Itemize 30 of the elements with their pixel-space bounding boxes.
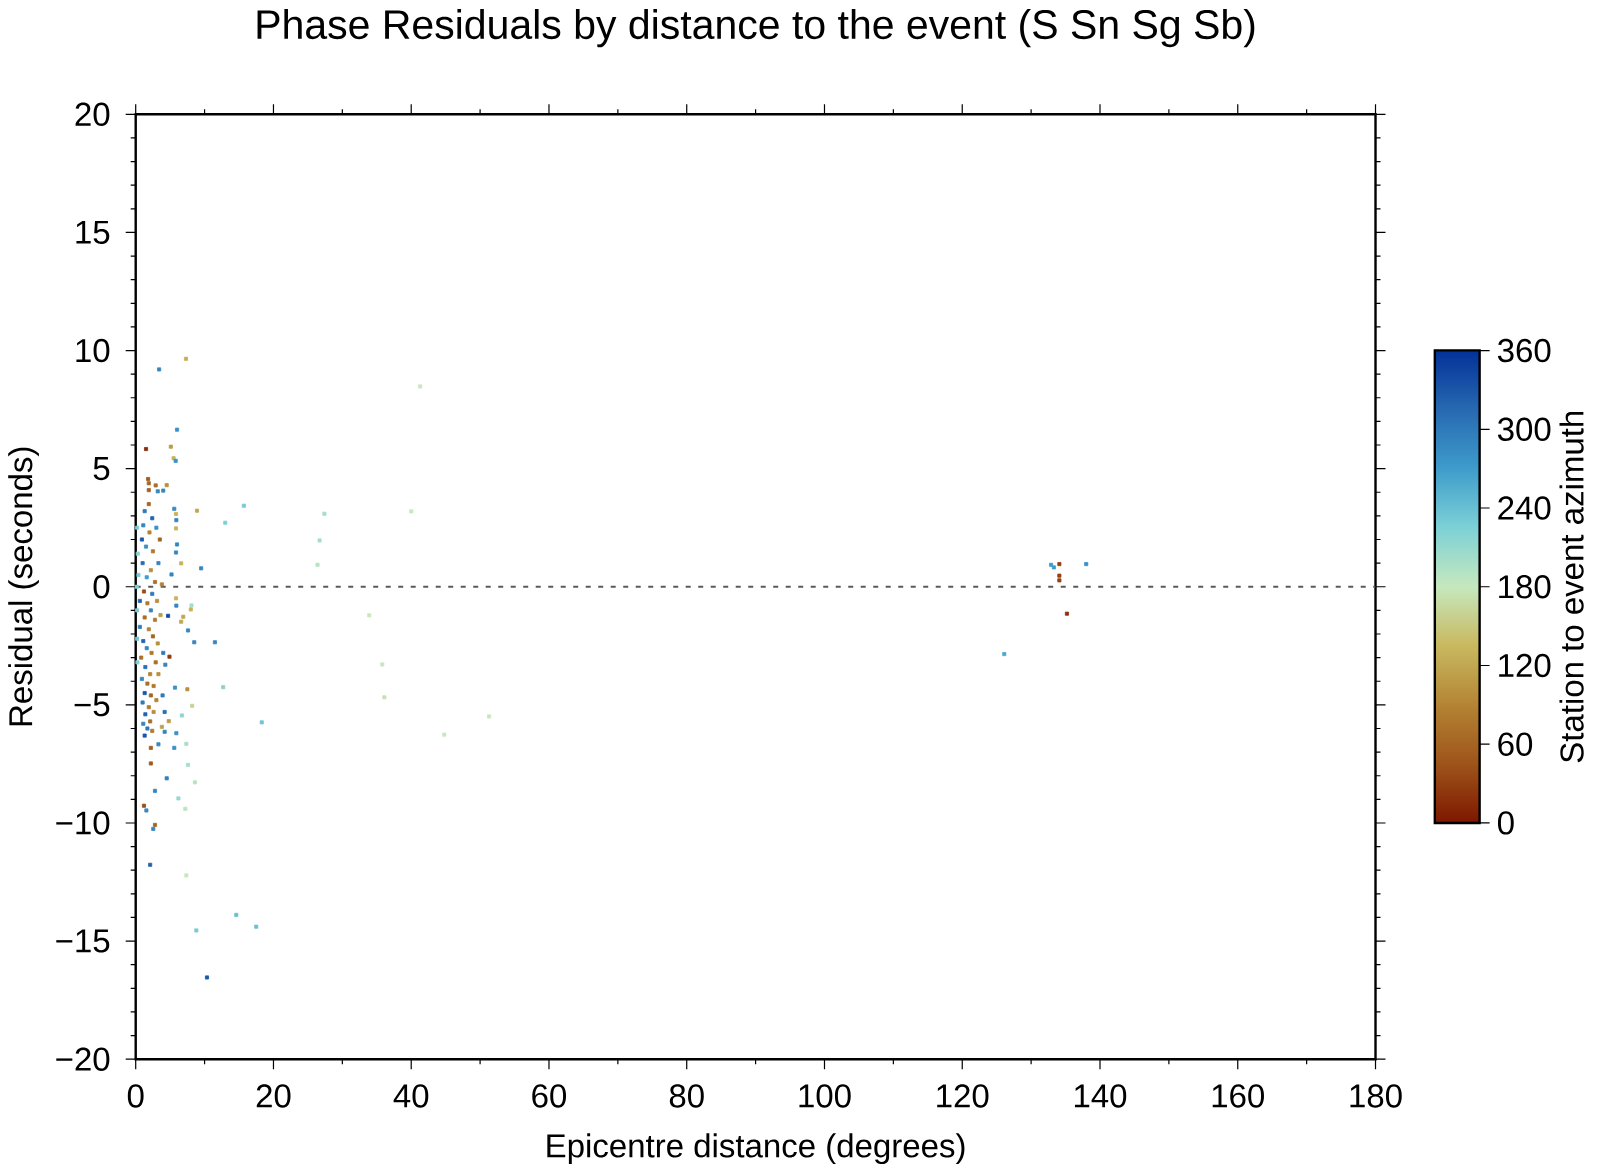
- y-tick-label: 20: [75, 102, 110, 126]
- y-tick-label: −15: [56, 929, 110, 953]
- y-tick-label: −20: [56, 1047, 110, 1071]
- color-bar-title: Station to event azimuth: [1559, 411, 1584, 763]
- x-axis-title: Epicentre distance (degrees): [547, 1133, 965, 1165]
- y-tick-label: 10: [76, 338, 110, 363]
- x-tick-label: 20: [256, 1084, 291, 1108]
- x-tick-label: 160: [1212, 1084, 1264, 1108]
- y-tick-label: −5: [74, 693, 110, 717]
- y-tick-label: −10: [56, 811, 110, 835]
- color-bar-label: 240: [1498, 496, 1551, 520]
- color-bar-label: 180: [1499, 575, 1551, 599]
- color-bar-label: 300: [1497, 417, 1551, 441]
- x-tick-label: 60: [532, 1084, 567, 1108]
- color-bar-label: 360: [1497, 338, 1551, 363]
- x-tick-label: 140: [1074, 1084, 1127, 1108]
- x-tick-label: 40: [393, 1084, 429, 1108]
- color-bar-label: 120: [1499, 653, 1551, 678]
- x-tick-label: 0: [127, 1084, 144, 1108]
- color-bar-label: 60: [1498, 732, 1533, 756]
- x-tick-label: 120: [937, 1084, 989, 1108]
- x-tick-label: 180: [1350, 1084, 1402, 1108]
- y-axis-title: Residual (seconds): [8, 447, 39, 726]
- y-tick-label: 5: [93, 457, 110, 481]
- x-tick-label: 80: [669, 1084, 704, 1108]
- y-tick-label: 0: [93, 575, 110, 599]
- x-tick-label: 100: [799, 1084, 851, 1108]
- color-bar-label: 0: [1497, 811, 1514, 835]
- chart-title: Phase Residuals by distance to the event (S Sn Sg Sb): [257, 9, 1255, 48]
- y-tick-label: 15: [76, 220, 110, 244]
